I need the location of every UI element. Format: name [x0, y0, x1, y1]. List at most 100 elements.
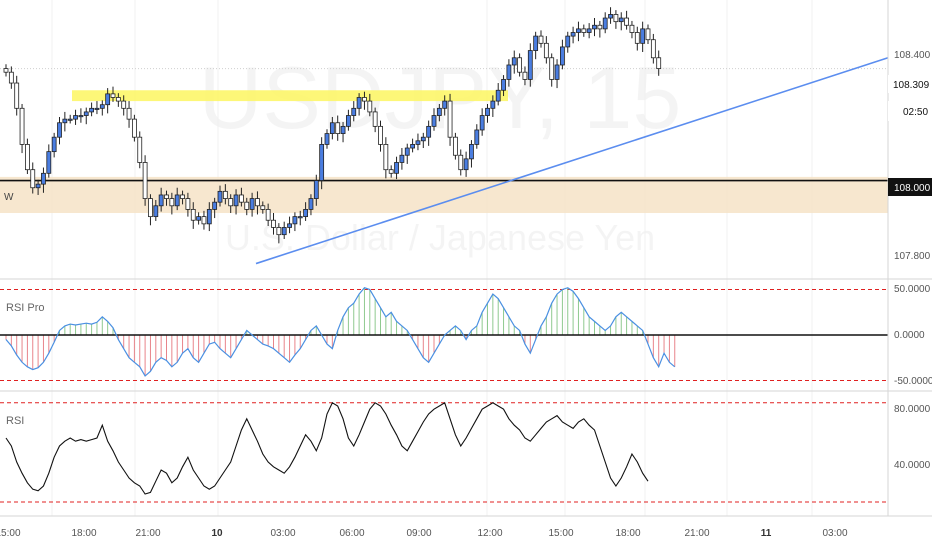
candle-118[interactable] — [634, 32, 640, 44]
demand-zone[interactable] — [0, 176, 888, 214]
candle-4[interactable] — [24, 144, 30, 171]
candle-8[interactable] — [46, 151, 52, 174]
candle-1[interactable] — [8, 71, 14, 84]
candle-70[interactable] — [378, 125, 383, 145]
candle-30[interactable] — [164, 194, 169, 199]
candle-95[interactable] — [511, 57, 517, 66]
trendline-group[interactable] — [255, 57, 889, 265]
candle-60[interactable] — [324, 133, 330, 145]
candle-64[interactable] — [345, 115, 351, 127]
candle-7[interactable] — [41, 172, 46, 185]
candle-80[interactable] — [431, 115, 437, 127]
candle-36[interactable] — [196, 216, 202, 221]
candle-31[interactable] — [169, 198, 175, 207]
candle-37[interactable] — [201, 216, 207, 225]
candle-121[interactable] — [650, 39, 656, 59]
candle-103[interactable] — [554, 64, 560, 80]
candle-26[interactable] — [142, 162, 148, 199]
candle-47[interactable] — [255, 198, 260, 207]
candle-38[interactable] — [206, 209, 212, 225]
candle-10[interactable] — [57, 122, 62, 138]
candle-104[interactable] — [560, 46, 565, 66]
candle-74[interactable] — [399, 154, 405, 163]
candle-76[interactable] — [410, 144, 416, 149]
candle-92[interactable] — [495, 89, 501, 102]
candle-2[interactable] — [14, 82, 20, 109]
candle-78[interactable] — [420, 136, 426, 142]
candle-43[interactable] — [233, 194, 239, 207]
candle-96[interactable] — [517, 57, 522, 73]
candle-87[interactable] — [469, 144, 474, 160]
candle-67[interactable] — [362, 97, 367, 102]
candle-24[interactable] — [131, 118, 137, 138]
candle-82[interactable] — [442, 100, 448, 109]
candle-101[interactable] — [543, 42, 549, 59]
candle-65[interactable] — [351, 107, 357, 116]
candle-48[interactable] — [260, 205, 266, 210]
candle-73[interactable] — [394, 162, 399, 174]
candle-66[interactable] — [356, 97, 362, 109]
candle-68[interactable] — [367, 100, 373, 113]
candle-28[interactable] — [153, 205, 159, 218]
candle-91[interactable] — [490, 100, 496, 109]
candle-86[interactable] — [463, 158, 469, 171]
candle-18[interactable] — [99, 104, 105, 109]
candle-42[interactable] — [228, 198, 234, 207]
highlight-zone[interactable] — [72, 90, 508, 102]
candle-63[interactable] — [340, 125, 346, 134]
candle-11[interactable] — [62, 118, 68, 124]
candle-17[interactable] — [94, 107, 100, 110]
candle-6[interactable] — [35, 183, 41, 189]
candle-23[interactable] — [126, 107, 132, 120]
candle-56[interactable] — [303, 209, 309, 218]
candle-71[interactable] — [383, 144, 389, 171]
candle-22[interactable] — [121, 100, 127, 109]
candle-107[interactable] — [576, 28, 581, 33]
candle-45[interactable] — [244, 201, 250, 210]
candle-114[interactable] — [613, 14, 619, 23]
candles[interactable] — [3, 7, 662, 244]
candle-105[interactable] — [565, 35, 571, 48]
candle-16[interactable] — [89, 107, 94, 113]
candle-120[interactable] — [645, 28, 651, 41]
candle-81[interactable] — [436, 107, 442, 116]
candle-115[interactable] — [618, 17, 624, 23]
candle-29[interactable] — [158, 194, 164, 207]
candle-12[interactable] — [67, 118, 73, 121]
candle-57[interactable] — [308, 198, 314, 210]
candle-13[interactable] — [73, 115, 78, 120]
candle-21[interactable] — [115, 97, 121, 102]
candle-53[interactable] — [287, 223, 292, 228]
candle-89[interactable] — [479, 115, 485, 131]
price-axis[interactable]: 108.400 107.800 108.309 02:50 108.000 — [888, 50, 932, 262]
candle-88[interactable] — [474, 129, 480, 145]
candle-0[interactable] — [3, 68, 9, 73]
candle-46[interactable] — [249, 198, 255, 210]
candle-94[interactable] — [506, 64, 512, 80]
candle-93[interactable] — [501, 79, 506, 91]
candle-34[interactable] — [185, 198, 191, 210]
candle-61[interactable] — [329, 122, 335, 134]
candle-77[interactable] — [415, 140, 421, 145]
candle-69[interactable] — [372, 111, 378, 127]
candle-50[interactable] — [271, 219, 276, 228]
candle-119[interactable] — [640, 28, 646, 44]
candle-15[interactable] — [83, 111, 89, 116]
candle-41[interactable] — [222, 190, 228, 199]
candle-5[interactable] — [30, 169, 36, 189]
candle-14[interactable] — [78, 115, 84, 118]
candle-55[interactable] — [297, 216, 303, 219]
candle-90[interactable] — [485, 107, 490, 116]
time-axis[interactable]: 15:00 18:00 21:00 10 03:00 06:00 09:00 12:00 15:… — [0, 528, 848, 539]
candle-52[interactable] — [281, 227, 287, 236]
candle-72[interactable] — [388, 169, 394, 174]
candle-79[interactable] — [426, 125, 432, 138]
candle-83[interactable] — [447, 100, 453, 138]
candle-112[interactable] — [602, 17, 608, 30]
candle-106[interactable] — [570, 32, 576, 37]
candle-111[interactable] — [597, 24, 603, 30]
candle-3[interactable] — [19, 107, 25, 145]
candle-40[interactable] — [217, 190, 223, 203]
candle-97[interactable] — [522, 71, 528, 80]
